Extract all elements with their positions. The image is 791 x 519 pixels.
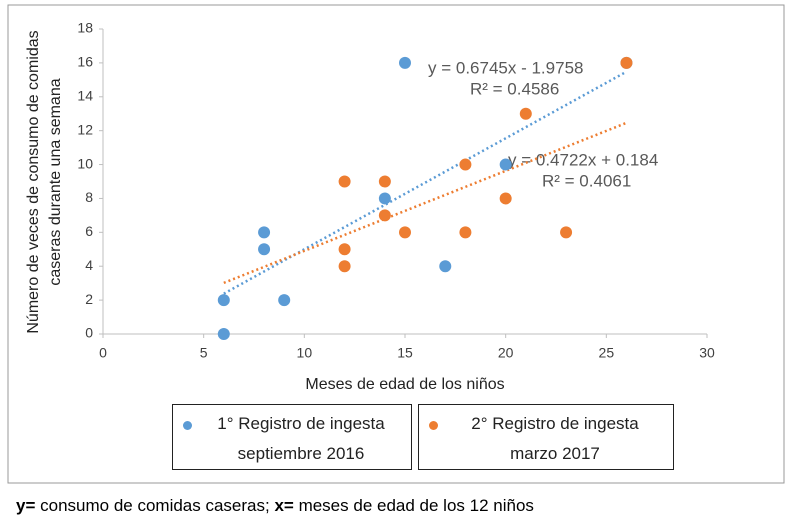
caption: y= consumo de comidas caseras; x= meses … — [16, 496, 534, 516]
trendline — [223, 70, 628, 295]
point — [338, 260, 351, 273]
y-tick-label: 16 — [77, 54, 93, 70]
caption-key: x= — [274, 496, 294, 515]
legend-marker — [429, 421, 438, 430]
point — [378, 175, 391, 188]
x-tick-label: 20 — [498, 345, 514, 361]
point — [499, 192, 512, 205]
y-tick-label: 12 — [77, 121, 93, 137]
annotation: R² = 0.4061 — [542, 171, 631, 190]
y-tick-label: 10 — [77, 155, 93, 171]
caption-key: y= — [16, 496, 36, 515]
legend-label: 2° Registro de ingesta marzo 2017 — [471, 414, 639, 463]
point — [338, 175, 351, 188]
y-tick-label: 0 — [85, 325, 93, 341]
legend-entry: 1° Registro de ingesta septiembre 2016 — [172, 404, 412, 470]
point — [439, 260, 452, 273]
point — [258, 243, 271, 256]
legend-entry: 2° Registro de ingesta marzo 2017 — [418, 404, 674, 470]
x-tick-label: 30 — [699, 345, 715, 361]
x-tick-label: 15 — [397, 345, 413, 361]
y-tick-label: 18 — [77, 20, 93, 36]
y-tick-label: 14 — [77, 87, 93, 103]
x-tick-label: 5 — [200, 345, 208, 361]
annotation: R² = 0.4586 — [470, 79, 559, 98]
y-tick-label: 4 — [85, 257, 93, 273]
point — [560, 226, 573, 239]
point — [278, 294, 291, 307]
point — [399, 56, 411, 69]
y-tick-label: 8 — [85, 189, 93, 205]
caption-text: meses de edad de los 12 niños — [293, 496, 534, 515]
chart-border — [7, 4, 785, 484]
legend: 1° Registro de ingesta septiembre 2016 2… — [172, 404, 674, 470]
point — [378, 192, 391, 205]
x-tick-label: 25 — [599, 345, 615, 361]
y-axis-label: Número de veces de consumo de comidas — [25, 30, 42, 333]
point — [378, 209, 391, 222]
legend-marker — [183, 421, 192, 430]
point — [459, 226, 472, 239]
x-tick-label: 0 — [99, 345, 107, 361]
caption-text: consumo de comidas caseras; — [35, 496, 275, 515]
legend-label: 1° Registro de ingesta septiembre 2016 — [217, 414, 385, 463]
chart: Meses de edad de los niños Número de vec… — [7, 4, 785, 484]
point — [258, 226, 271, 239]
point — [519, 107, 532, 120]
trendline — [223, 121, 627, 285]
point — [499, 158, 512, 171]
point — [459, 158, 472, 171]
point — [217, 294, 230, 307]
x-tick-label: 10 — [297, 345, 313, 361]
x-axis-label: Meses de edad de los niños — [305, 376, 504, 393]
point — [338, 243, 351, 256]
y-axis-label: caseras durante una semana — [47, 78, 64, 285]
point — [217, 328, 230, 340]
point — [399, 226, 411, 239]
y-tick-label: 2 — [85, 291, 93, 307]
y-tick-label: 6 — [85, 223, 93, 239]
point — [620, 56, 633, 69]
annotation: y = 0.6745x - 1.9758 — [428, 58, 583, 77]
